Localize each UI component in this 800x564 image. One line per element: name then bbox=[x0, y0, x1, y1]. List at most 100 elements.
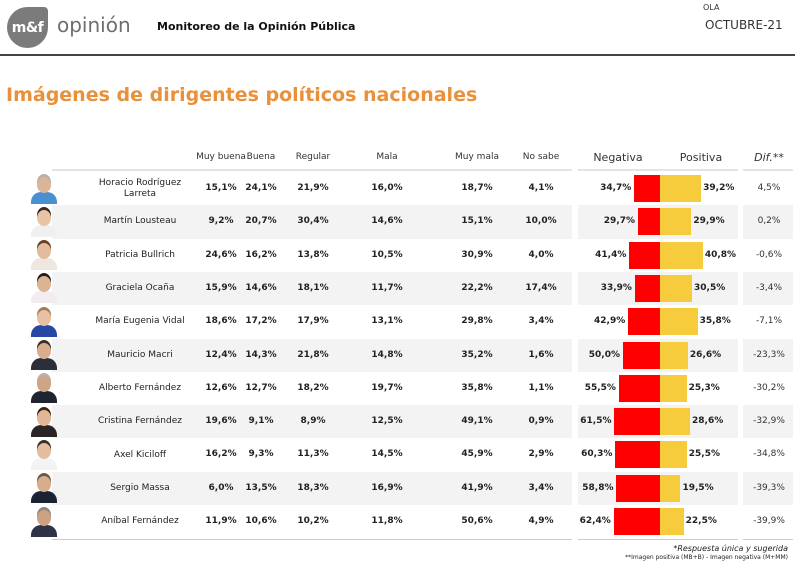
cell-mala: 11,8% bbox=[371, 516, 403, 526]
cell-mala: 14,8% bbox=[371, 349, 403, 360]
positive-value-label: 29,9% bbox=[693, 216, 725, 227]
cell-no-sabe: 4,0% bbox=[528, 249, 554, 260]
bottom-rule-chart bbox=[578, 539, 738, 540]
photo-face bbox=[37, 476, 51, 493]
header-rule-chart bbox=[578, 169, 738, 171]
difference-value: -3,4% bbox=[755, 282, 783, 293]
politician-photo bbox=[28, 207, 60, 237]
photo-shoulders bbox=[31, 291, 57, 304]
politician-photo bbox=[28, 473, 60, 504]
photo-face bbox=[37, 509, 51, 526]
cell-no-sabe: 1,1% bbox=[528, 382, 554, 393]
cell-mala: 19,7% bbox=[371, 382, 403, 393]
politician-photo bbox=[28, 340, 60, 370]
difference-value: -39,3% bbox=[753, 482, 785, 493]
cell-mala: 12,5% bbox=[371, 416, 403, 427]
photo-face bbox=[37, 276, 51, 293]
cell-regular: 30,4% bbox=[297, 216, 329, 227]
photo-shoulders bbox=[31, 324, 57, 337]
negative-value-label: 33,9% bbox=[600, 282, 632, 293]
photo-face bbox=[37, 209, 51, 226]
positive-value-label: 19,5% bbox=[682, 482, 714, 493]
cell-no-sabe: 4,1% bbox=[528, 183, 554, 193]
positive-value-label: 39,2% bbox=[703, 183, 735, 193]
cell-regular: 18,2% bbox=[297, 382, 329, 393]
photo-shoulders bbox=[31, 424, 57, 437]
positive-value-label: 35,8% bbox=[699, 316, 731, 327]
cell-no-sabe: 3,4% bbox=[528, 482, 554, 493]
negative-value-label: 61,5% bbox=[580, 416, 612, 427]
politician-photo bbox=[28, 307, 60, 337]
cell-muy-buena: 15,1% bbox=[205, 183, 237, 193]
photo-shoulders bbox=[31, 191, 57, 204]
cell-muy-buena: 16,2% bbox=[205, 449, 237, 460]
difference-value: 4,5% bbox=[757, 183, 781, 193]
negative-bar bbox=[618, 374, 660, 402]
page-title: Imágenes de dirigentes políticos naciona… bbox=[6, 84, 478, 106]
positive-value-label: 22,5% bbox=[685, 516, 717, 526]
politician-name: Graciela Ocaña bbox=[105, 283, 175, 294]
photo-shoulders bbox=[31, 224, 57, 237]
bottom-rule-dif bbox=[743, 539, 793, 540]
negative-value-label: 42,9% bbox=[594, 316, 626, 327]
difference-value: -32,9% bbox=[753, 416, 785, 427]
col-header-no-sabe: No sabe bbox=[522, 152, 560, 162]
cell-buena: 10,6% bbox=[245, 516, 277, 526]
politician-photo bbox=[28, 240, 60, 271]
positive-value-label: 28,6% bbox=[692, 416, 724, 427]
positive-value-label: 25,3% bbox=[688, 382, 720, 393]
cell-muy-mala: 22,2% bbox=[461, 282, 493, 293]
cell-mala: 11,7% bbox=[371, 282, 403, 293]
table-row-bg bbox=[52, 338, 572, 372]
cell-muy-buena: 18,6% bbox=[205, 316, 237, 327]
cell-no-sabe: 10,0% bbox=[525, 216, 557, 227]
negative-bar bbox=[634, 274, 660, 302]
cell-regular: 18,1% bbox=[297, 282, 329, 293]
footnote-response: *Respuesta única y sugerida bbox=[673, 544, 788, 553]
cell-mala: 13,1% bbox=[371, 316, 403, 327]
cell-muy-mala: 45,9% bbox=[461, 449, 493, 460]
photo-face bbox=[37, 442, 51, 459]
col-header-dif: Dif.** bbox=[754, 151, 784, 164]
politician-photo bbox=[28, 373, 60, 404]
negative-bar bbox=[623, 341, 660, 369]
cell-no-sabe: 1,6% bbox=[528, 349, 554, 360]
positive-bar bbox=[660, 208, 692, 236]
cell-buena: 14,3% bbox=[245, 349, 277, 360]
cell-regular: 21,9% bbox=[297, 183, 329, 193]
negative-value-label: 34,7% bbox=[600, 183, 632, 193]
cell-muy-mala: 35,2% bbox=[461, 349, 493, 360]
negative-bar bbox=[614, 408, 660, 436]
footnote-difference: **Imagen positiva (MB+B) - Imagen negati… bbox=[625, 554, 788, 561]
col-header-muy-mala: Muy mala bbox=[455, 152, 499, 162]
header-divider bbox=[0, 54, 795, 56]
photo-shoulders bbox=[31, 391, 57, 404]
difference-value: -23,3% bbox=[753, 349, 785, 360]
cell-mala: 10,5% bbox=[371, 249, 403, 260]
positive-bar bbox=[660, 274, 693, 302]
positive-value-label: 40,8% bbox=[704, 249, 737, 260]
table-row-bg bbox=[743, 471, 793, 505]
positive-value-label: 25,5% bbox=[688, 449, 720, 460]
politician-photo bbox=[28, 407, 60, 437]
table-row-bg bbox=[52, 271, 572, 306]
difference-value: -30,2% bbox=[753, 382, 785, 393]
difference-value: -34,8% bbox=[753, 449, 785, 460]
negative-bar bbox=[629, 241, 660, 269]
cell-muy-mala: 35,8% bbox=[461, 382, 493, 393]
politician-name: Mauricio Macri bbox=[107, 349, 173, 360]
cell-no-sabe: 17,4% bbox=[525, 282, 557, 293]
table-row-bg bbox=[52, 471, 572, 505]
cell-mala: 14,6% bbox=[371, 216, 403, 227]
photo-shoulders bbox=[31, 258, 57, 271]
cell-no-sabe: 0,9% bbox=[528, 416, 554, 427]
politician-name: Cristina Fernández bbox=[98, 416, 182, 427]
negative-value-label: 55,5% bbox=[584, 382, 616, 393]
cell-muy-mala: 49,1% bbox=[461, 416, 493, 427]
difference-value: -7,1% bbox=[755, 316, 783, 327]
negative-value-label: 62,4% bbox=[579, 516, 611, 526]
negative-value-label: 60,3% bbox=[581, 449, 613, 460]
positive-bar bbox=[660, 408, 691, 436]
photo-face bbox=[37, 176, 51, 193]
header-rule-left bbox=[52, 169, 572, 171]
